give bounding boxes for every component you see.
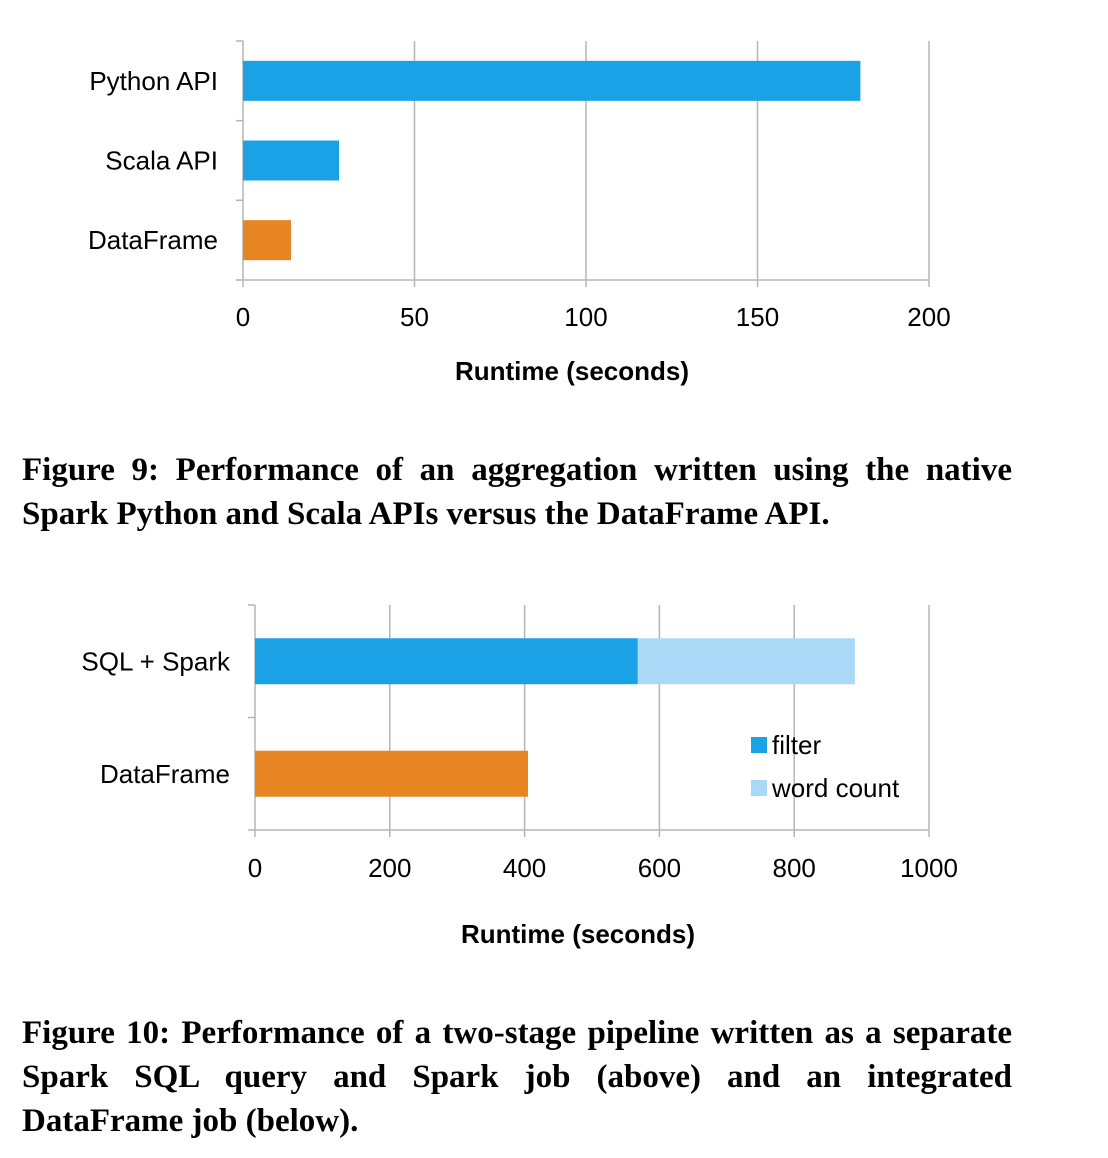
x-tick-label-400: 400 — [503, 853, 546, 883]
category-label-scala-api: Scala API — [105, 146, 218, 176]
figure-10-chart: 0 200 400 600 800 1000 SQL + Spark DataFrame Run… — [0, 570, 1108, 965]
x-tick-label-600: 600 — [638, 853, 681, 883]
category-label-dataframe: DataFrame — [88, 225, 218, 255]
category-label-python-api: Python API — [89, 66, 218, 96]
x-tick-label-0: 0 — [236, 302, 250, 332]
bar-dataframe — [243, 220, 292, 261]
x-tick-label-1000: 1000 — [900, 853, 958, 883]
figure-9-svg: 0 50 100 150 200 Python API Scala API DataFrame… — [88, 40, 951, 386]
x-axis-title: Runtime (seconds) — [455, 356, 689, 386]
bar-scala-api — [243, 140, 340, 181]
x-tick-label-800: 800 — [773, 853, 816, 883]
bar-dataframe-segment-2 — [255, 750, 528, 797]
x-tick-label-200: 200 — [368, 853, 411, 883]
x-tick-label-200: 200 — [907, 302, 950, 332]
legend-label-filter: filter — [772, 730, 821, 760]
figure-10-caption: Figure 10: Performance of a two-stage pi… — [22, 1015, 1012, 1139]
x-tick-label-50: 50 — [400, 302, 429, 332]
figure-10-svg: 0 200 400 600 800 1000 SQL + Spark DataFrame Run… — [81, 604, 958, 949]
figure-9-caption: Figure 9: Performance of an aggregation … — [22, 452, 1012, 532]
bar-python-api — [243, 60, 861, 101]
bar-sql-spark-filter — [255, 638, 638, 685]
x-tick-label-100: 100 — [564, 302, 607, 332]
legend-swatch-word-count — [751, 780, 767, 796]
legend-label-word-count: word count — [771, 773, 900, 803]
x-tick-label-0: 0 — [248, 853, 262, 883]
category-label-dataframe: DataFrame — [100, 759, 230, 789]
bar-sql-spark-word-count — [637, 638, 855, 685]
x-axis-title: Runtime (seconds) — [461, 919, 695, 949]
x-tick-label-150: 150 — [736, 302, 779, 332]
category-label-sql-spark: SQL + Spark — [81, 646, 231, 676]
legend-swatch-filter — [751, 737, 767, 753]
figure-9-chart: 0 50 100 150 200 Python API Scala API DataFrame… — [0, 0, 1108, 405]
